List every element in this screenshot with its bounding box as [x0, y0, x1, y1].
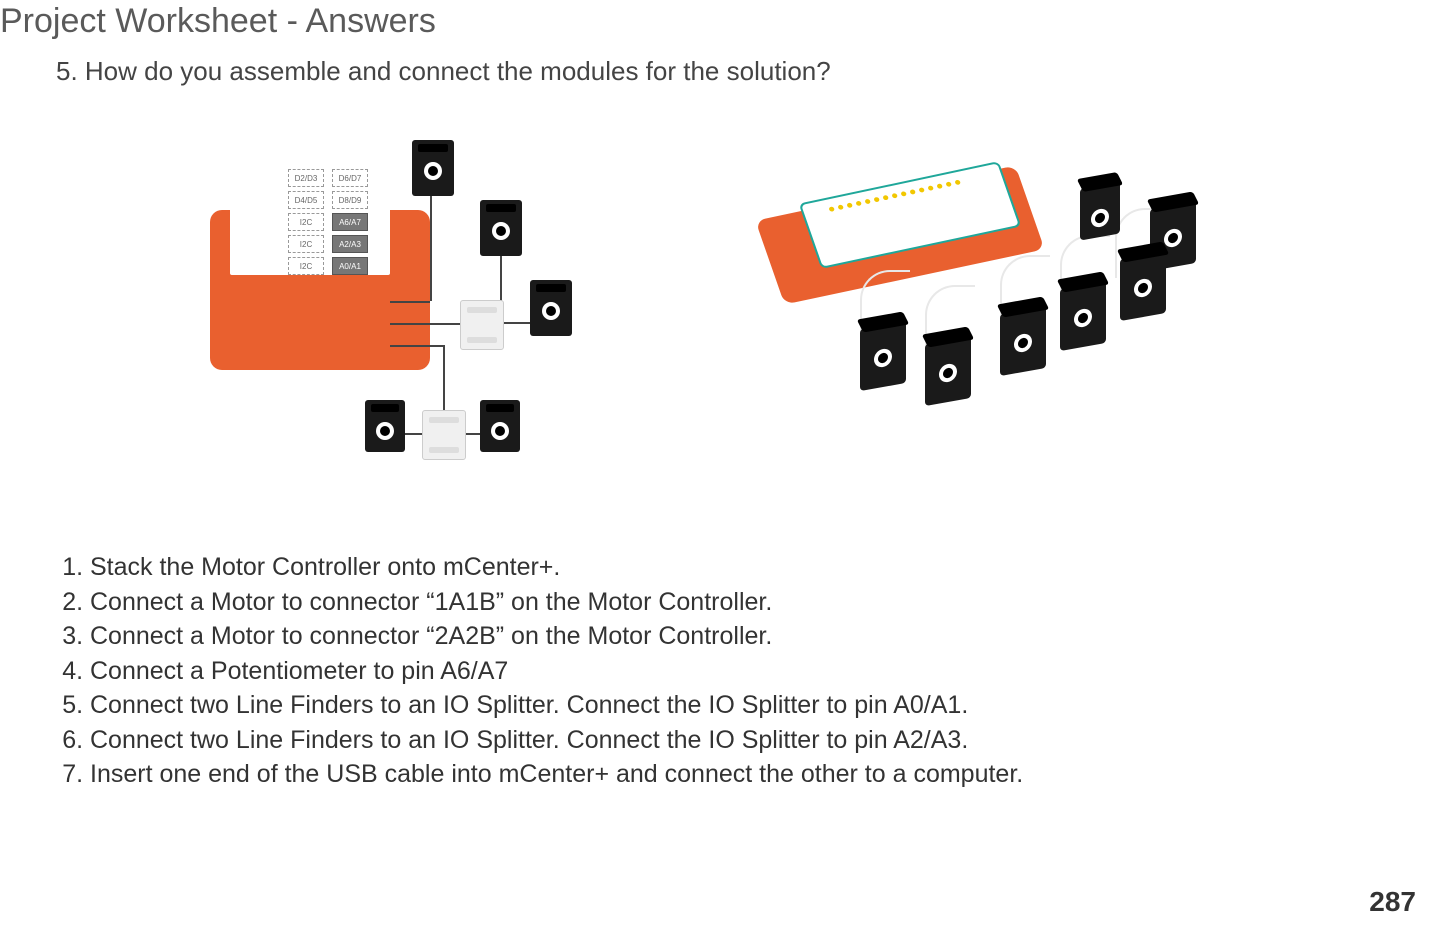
- pin-a6a7: A6/A7: [332, 213, 368, 231]
- page-title: Project Worksheet - Answers: [0, 2, 436, 41]
- wire: [390, 323, 462, 325]
- step-item: Insert one end of the USB cable into mCe…: [90, 757, 1023, 792]
- motor-module: [1080, 181, 1120, 240]
- pin-row: D2/D3 D6/D7: [288, 169, 368, 187]
- pin-a2a3: A2/A3: [332, 235, 368, 253]
- wire: [390, 345, 444, 347]
- step-item: Connect a Potentiometer to pin A6/A7: [90, 654, 1023, 689]
- sensor-module: [1120, 251, 1166, 321]
- step-item: Connect two Line Finders to an IO Splitt…: [90, 688, 1023, 723]
- line-finder-module: [480, 400, 520, 452]
- pin-d2d3: D2/D3: [288, 169, 324, 187]
- diagram-area: D2/D3 D6/D7 D4/D5 D8/D9 I2C A6/A7 I2C A2…: [190, 130, 1240, 520]
- sensor-module: [1000, 306, 1046, 376]
- wire: [502, 322, 532, 324]
- pin-row: D4/D5 D8/D9: [288, 191, 368, 209]
- sensor-module: [860, 321, 906, 391]
- wire: [443, 345, 445, 413]
- io-splitter: [460, 300, 504, 350]
- pin-i2c: I2C: [288, 235, 324, 253]
- steps-list: Stack the Motor Controller onto mCenter+…: [58, 550, 1023, 792]
- wiring-schematic: D2/D3 D6/D7 D4/D5 D8/D9 I2C A6/A7 I2C A2…: [190, 130, 620, 520]
- pin-d6d7: D6/D7: [332, 169, 368, 187]
- pin-row: I2C A0/A1: [288, 257, 368, 275]
- sensor-module: [1060, 281, 1106, 351]
- pin-i2c: I2C: [288, 213, 324, 231]
- assembly-isometric: [710, 150, 1240, 500]
- line-finder-module: [480, 200, 522, 256]
- question-text: 5. How do you assemble and connect the m…: [56, 56, 831, 87]
- pin-a0a1: A0/A1: [332, 257, 368, 275]
- wire: [390, 301, 430, 303]
- step-item: Connect a Motor to connector “1A1B” on t…: [90, 585, 1023, 620]
- pin-row: I2C A2/A3: [288, 235, 368, 253]
- step-item: Stack the Motor Controller onto mCenter+…: [90, 550, 1023, 585]
- step-item: Connect a Motor to connector “2A2B” on t…: [90, 619, 1023, 654]
- pin-d8d9: D8/D9: [332, 191, 368, 209]
- pin-d4d5: D4/D5: [288, 191, 324, 209]
- pin-row: I2C A6/A7: [288, 213, 368, 231]
- board-pin-panel: D2/D3 D6/D7 D4/D5 D8/D9 I2C A6/A7 I2C A2…: [230, 145, 390, 275]
- sensor-module: [925, 336, 971, 406]
- io-splitter: [422, 410, 466, 460]
- line-finder-module: [530, 280, 572, 336]
- pin-i2c: I2C: [288, 257, 324, 275]
- step-item: Connect two Line Finders to an IO Splitt…: [90, 723, 1023, 758]
- line-finder-module: [365, 400, 405, 452]
- wire: [500, 255, 502, 303]
- page-number: 287: [1369, 886, 1416, 918]
- potentiometer-module: [412, 140, 454, 196]
